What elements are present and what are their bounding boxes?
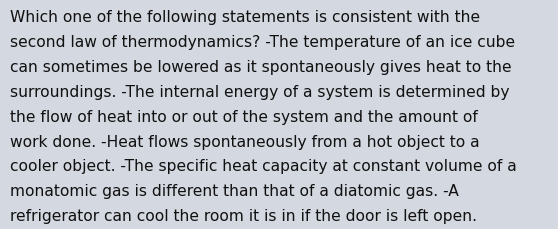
Text: Which one of the following statements is consistent with the: Which one of the following statements is… <box>10 10 480 25</box>
Text: work done. -Heat flows spontaneously from a hot object to a: work done. -Heat flows spontaneously fro… <box>10 134 480 149</box>
Text: surroundings. -The internal energy of a system is determined by: surroundings. -The internal energy of a … <box>10 85 509 99</box>
Text: can sometimes be lowered as it spontaneously gives heat to the: can sometimes be lowered as it spontaneo… <box>10 60 512 75</box>
Text: second law of thermodynamics? -The temperature of an ice cube: second law of thermodynamics? -The tempe… <box>10 35 515 50</box>
Text: the flow of heat into or out of the system and the amount of: the flow of heat into or out of the syst… <box>10 109 478 124</box>
Text: refrigerator can cool the room it is in if the door is left open.: refrigerator can cool the room it is in … <box>10 208 477 223</box>
Text: cooler object. -The specific heat capacity at constant volume of a: cooler object. -The specific heat capaci… <box>10 159 517 174</box>
Text: monatomic gas is different than that of a diatomic gas. -A: monatomic gas is different than that of … <box>10 183 459 198</box>
